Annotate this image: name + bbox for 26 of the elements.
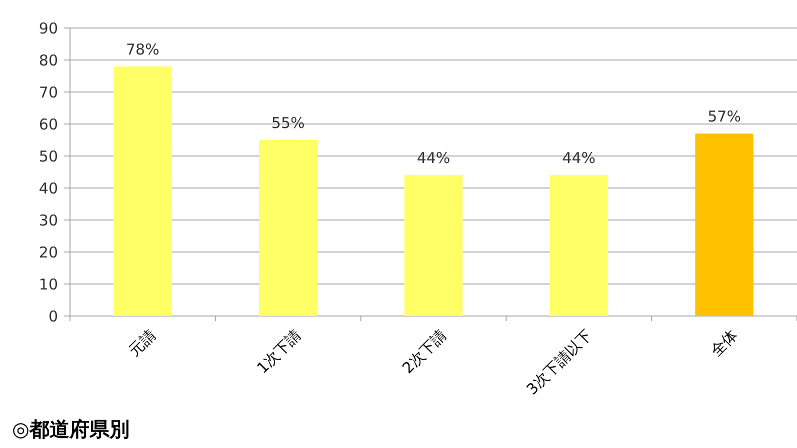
y-tick-label: 80 (38, 51, 58, 70)
data-label: 78% (126, 40, 160, 58)
data-label: 55% (271, 114, 305, 132)
bar (550, 175, 608, 316)
y-tick-label: 20 (38, 243, 58, 262)
y-tick-label: 40 (38, 179, 58, 198)
x-tick-label: 全体 (706, 326, 741, 360)
data-label: 44% (562, 149, 596, 168)
bar (259, 140, 318, 316)
y-tick-label: 0 (48, 307, 58, 326)
bar (114, 66, 172, 316)
x-tick-label: 3次下請以下 (522, 326, 596, 398)
bar (404, 175, 463, 316)
data-label: 44% (416, 149, 450, 168)
x-tick-label: 2次下請 (398, 326, 450, 378)
y-tick-label: 50 (38, 147, 58, 166)
y-tick-label: 30 (38, 211, 58, 230)
x-tick-label: 元請 (125, 326, 160, 360)
y-tick-label: 60 (38, 115, 58, 134)
x-tick-label: 1次下請 (253, 326, 305, 378)
y-tick-label: 10 (38, 275, 58, 294)
bar (695, 134, 754, 316)
text: ◎都道府県別 (12, 417, 130, 441)
y-tick-label: 70 (38, 83, 58, 102)
y-tick-label: 90 (38, 19, 58, 38)
data-label: 57% (708, 108, 741, 126)
